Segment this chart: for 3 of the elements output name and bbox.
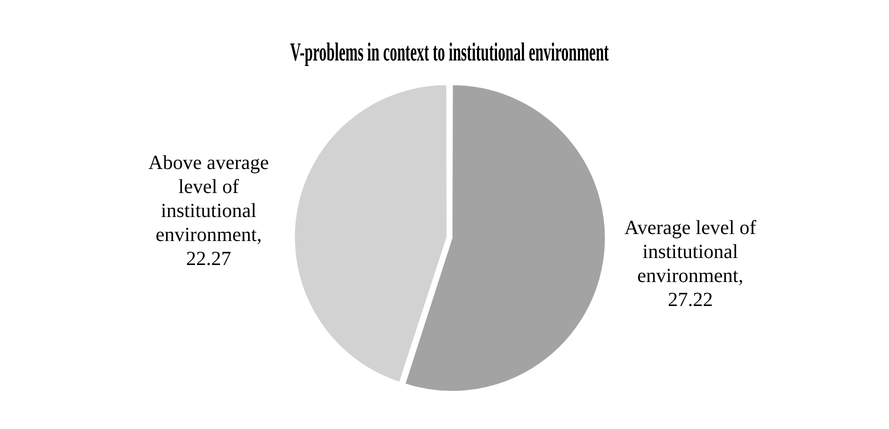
chart-title: V-problems in context to institutional environment bbox=[290, 36, 609, 66]
data-label: Average level of institutional environment, 27.22 bbox=[623, 216, 758, 312]
data-label: Above average level of institutional environment, 22.27 bbox=[147, 151, 270, 272]
